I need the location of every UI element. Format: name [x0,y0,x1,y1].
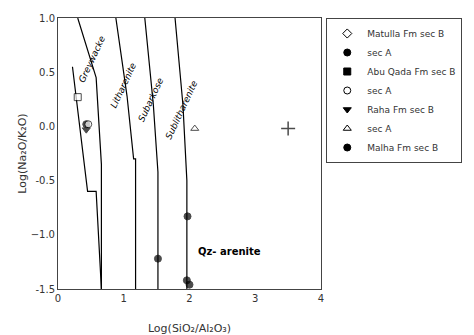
svg-text:Sublitharenite: Sublitharenite [164,79,200,141]
svg-text:sec A: sec A [367,86,392,96]
svg-text:−1.0: −1.0 [31,229,55,240]
svg-text:sec A: sec A [367,124,392,134]
svg-text:Abu Qada Fm sec B: Abu Qada Fm sec B [367,67,455,77]
svg-text:Raha Fm sec B: Raha Fm sec B [367,105,434,115]
svg-text:Log(SiO₂/Al₂O₃): Log(SiO₂/Al₂O₃) [148,322,231,335]
svg-text:3: 3 [252,293,258,304]
svg-text:Matulla Fm sec B: Matulla Fm sec B [367,29,444,39]
svg-text:4: 4 [318,293,324,304]
svg-text:0: 0 [55,293,61,304]
svg-text:0.5: 0.5 [39,67,55,78]
svg-text:Greywacke: Greywacke [77,34,107,84]
svg-text:2: 2 [186,293,192,304]
svg-text:sec A: sec A [367,48,392,58]
svg-text:-0.5: -0.5 [35,175,55,186]
svg-text:Subarkose: Subarkose [136,76,165,124]
svg-text:1.0: 1.0 [39,13,55,24]
svg-text:-1.5: -1.5 [35,284,55,295]
svg-text:Litharenite: Litharenite [109,61,139,110]
svg-text:Malha Fm sec B: Malha Fm sec B [367,143,438,153]
svg-text:1: 1 [121,293,127,304]
svg-text:Qz- arenite: Qz- arenite [198,246,261,257]
svg-text:0.0: 0.0 [39,121,55,132]
svg-text:Log(Na₂O/K₂O): Log(Na₂O/K₂O) [16,113,29,193]
